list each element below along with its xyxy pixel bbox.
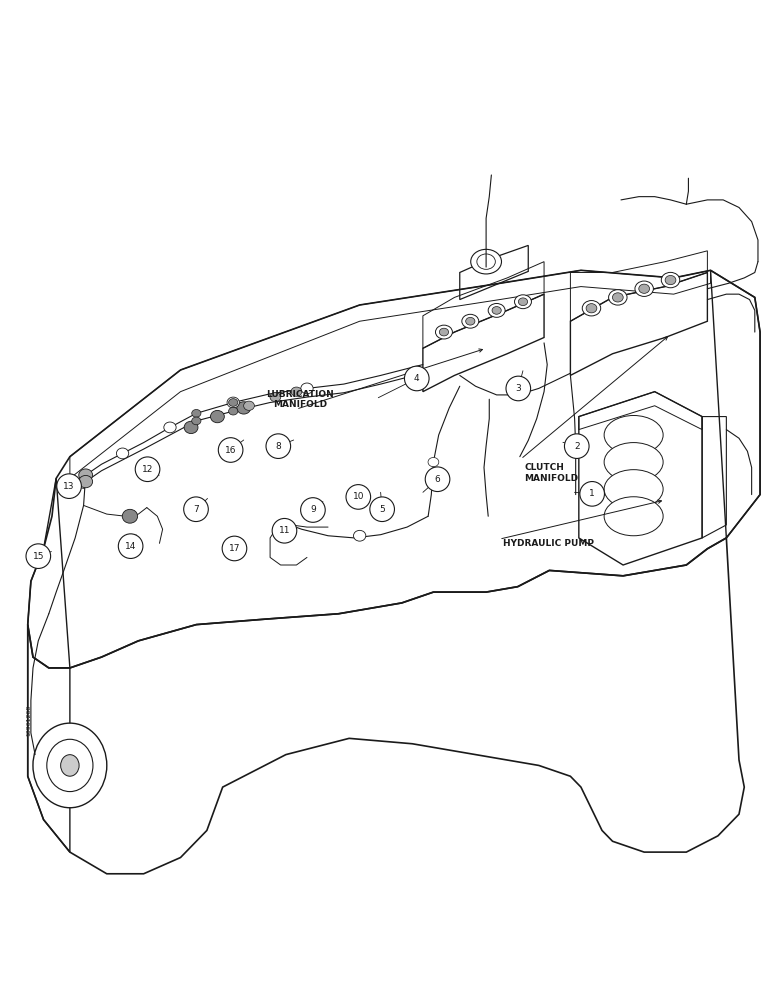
Ellipse shape [61,755,79,776]
Circle shape [118,534,143,558]
Text: 10961268: 10961268 [26,705,31,736]
Text: CLUTCH
MANIFOLD: CLUTCH MANIFOLD [524,463,578,483]
Ellipse shape [47,739,93,792]
Ellipse shape [229,399,238,406]
Circle shape [218,438,243,462]
Ellipse shape [244,401,255,410]
Ellipse shape [518,298,527,306]
Text: 2: 2 [574,442,580,451]
Ellipse shape [638,284,649,293]
Ellipse shape [586,304,597,313]
Text: HYDRAULIC PUMP: HYDRAULIC PUMP [503,539,594,548]
Ellipse shape [514,295,531,309]
Ellipse shape [301,383,313,394]
Ellipse shape [229,407,238,415]
Ellipse shape [435,325,452,339]
Text: 12: 12 [142,465,153,474]
Text: 6: 6 [435,475,440,484]
Ellipse shape [604,497,663,536]
Text: 17: 17 [229,544,240,553]
Text: 13: 13 [63,482,75,491]
Text: 16: 16 [225,446,236,455]
Ellipse shape [604,443,663,482]
Text: 4: 4 [414,374,419,383]
Circle shape [506,376,530,401]
Ellipse shape [79,469,93,481]
Text: 15: 15 [32,552,44,561]
Text: 8: 8 [276,442,281,451]
Ellipse shape [191,417,201,425]
Ellipse shape [635,281,653,296]
Text: 1: 1 [589,489,595,498]
Ellipse shape [612,293,623,302]
Circle shape [425,467,450,492]
Circle shape [564,434,589,458]
Ellipse shape [488,303,505,317]
Ellipse shape [185,421,198,434]
Ellipse shape [466,317,475,325]
Text: LUBRICATION
MANIFOLD: LUBRICATION MANIFOLD [266,390,334,409]
Ellipse shape [462,314,479,328]
Ellipse shape [211,410,225,423]
Circle shape [580,482,604,506]
Circle shape [184,497,208,522]
Ellipse shape [122,509,137,523]
Ellipse shape [582,301,601,316]
Ellipse shape [270,392,281,402]
Text: 3: 3 [516,384,521,393]
Ellipse shape [662,272,679,288]
Circle shape [346,485,371,509]
Ellipse shape [237,402,251,414]
Ellipse shape [227,397,239,408]
Text: 14: 14 [125,542,137,551]
Text: 11: 11 [279,526,290,535]
Ellipse shape [604,415,663,454]
Circle shape [300,498,325,522]
Ellipse shape [79,475,93,488]
Ellipse shape [471,249,502,274]
Ellipse shape [492,307,501,314]
Ellipse shape [191,409,201,417]
Ellipse shape [608,290,627,305]
Circle shape [135,457,160,482]
Circle shape [266,434,290,458]
Circle shape [26,544,51,568]
Text: 5: 5 [379,505,385,514]
Ellipse shape [665,275,676,285]
Ellipse shape [33,723,107,808]
Circle shape [405,366,429,391]
Text: 7: 7 [193,505,199,514]
Circle shape [370,497,394,522]
Ellipse shape [291,387,302,396]
Circle shape [57,474,81,498]
Ellipse shape [477,254,496,269]
Text: 10: 10 [353,492,364,501]
Circle shape [222,536,247,561]
Text: 9: 9 [310,505,316,514]
Ellipse shape [117,448,129,459]
Ellipse shape [354,530,366,541]
Circle shape [273,518,296,543]
Ellipse shape [164,422,176,433]
Ellipse shape [439,328,449,336]
Ellipse shape [428,457,438,467]
Ellipse shape [604,470,663,509]
